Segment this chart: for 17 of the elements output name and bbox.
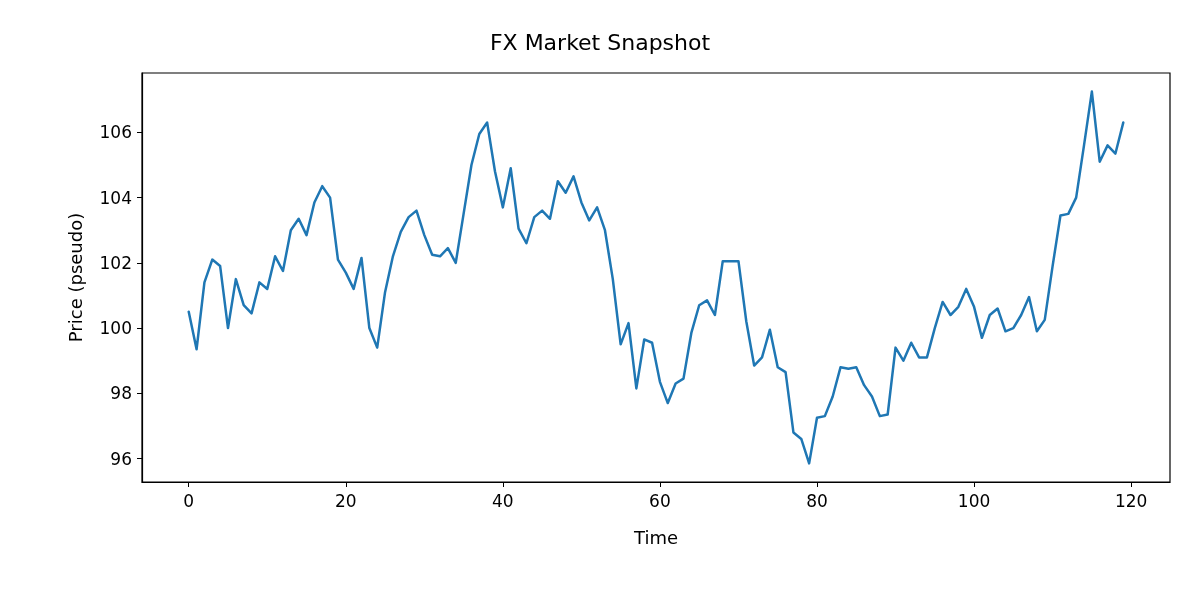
y-tick-label: 98	[110, 383, 132, 404]
y-axis-title: Price (pseudo)	[64, 212, 86, 343]
x-tick-label: 60	[649, 490, 671, 511]
x-tick-label: 120	[1114, 490, 1148, 511]
x-tick-label: 80	[806, 490, 828, 511]
y-tick-label: 102	[99, 252, 132, 273]
y-tick-label: 100	[99, 318, 132, 339]
x-tick-label: 100	[957, 490, 991, 511]
x-tick-label: 0	[183, 490, 195, 511]
y-tick-label: 106	[99, 122, 132, 143]
line-series	[187, 90, 1125, 465]
y-tick-label: 104	[99, 187, 132, 208]
x-tick-label: 20	[334, 490, 357, 511]
x-tick-label: 40	[492, 490, 514, 511]
x-axis-title: Time	[632, 526, 679, 548]
chart-title: FX Market Snapshot	[489, 29, 711, 55]
y-tick-label: 96	[110, 448, 132, 469]
